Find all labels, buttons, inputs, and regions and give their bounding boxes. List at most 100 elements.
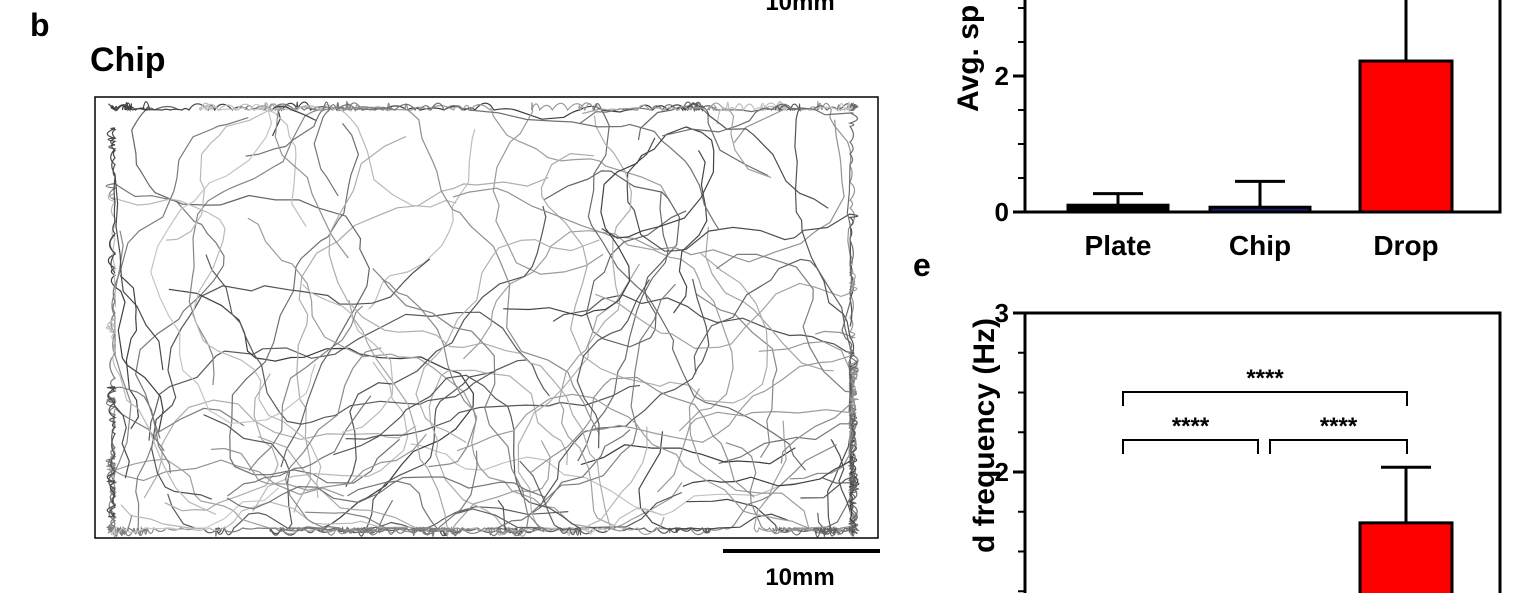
trajectory — [676, 103, 829, 209]
y-tick-label: 2 — [995, 61, 1009, 91]
trajectory — [245, 101, 720, 231]
trajectory — [814, 512, 860, 538]
trajectory — [693, 258, 860, 491]
trajectory — [415, 238, 600, 444]
trajectory — [106, 407, 245, 537]
trajectory — [356, 371, 510, 537]
trajectory — [410, 443, 802, 516]
trajectory — [131, 105, 370, 468]
trajectory — [780, 367, 859, 480]
trajectory — [725, 442, 842, 536]
trajectory — [165, 104, 457, 241]
trajectory — [488, 283, 676, 537]
y-axis-label: Avg. sp — [952, 5, 985, 112]
trajectory — [595, 271, 858, 350]
trajectory — [148, 311, 550, 441]
trajectory — [107, 234, 164, 433]
trajectory — [456, 393, 828, 529]
trajectory — [733, 100, 856, 339]
trajectory — [454, 460, 582, 536]
trajectory — [462, 230, 734, 432]
bar — [1358, 521, 1454, 593]
x-tick-label: Chip — [1229, 230, 1291, 261]
trajectory — [198, 102, 307, 227]
top-scale-bar-label: 10mm — [765, 0, 834, 16]
trajectory — [638, 431, 788, 530]
significance-bracket — [1269, 439, 1408, 454]
trajectory — [529, 376, 755, 498]
trajectory — [563, 508, 657, 536]
bar — [1358, 59, 1454, 214]
trajectory — [544, 170, 687, 348]
trajectory — [107, 193, 322, 499]
bar — [1066, 203, 1170, 214]
scale-bar-label: 10mm — [765, 564, 834, 591]
panel-label: c — [45, 585, 63, 593]
y-tick-label: 2 — [995, 457, 1009, 487]
trajectory — [580, 444, 796, 466]
trajectory — [110, 487, 279, 537]
trajectory — [539, 278, 710, 508]
panel-label: b — [30, 7, 50, 43]
trajectory — [211, 433, 427, 491]
trajectory — [119, 275, 140, 430]
trajectory — [120, 426, 648, 536]
trajectory — [143, 399, 416, 499]
trajectory — [558, 263, 665, 536]
trajectory — [587, 103, 806, 471]
trajectory — [517, 115, 633, 529]
trajectory — [333, 374, 683, 529]
trajectory — [705, 226, 834, 372]
trajectory — [381, 278, 477, 468]
trajectory — [716, 101, 854, 125]
panel-title: Chip — [90, 41, 166, 79]
y-tick-label: 3 — [995, 298, 1009, 328]
significance-label: **** — [1246, 365, 1284, 392]
x-tick-label: Drop — [1373, 230, 1438, 261]
trajectory — [656, 398, 859, 493]
trajectory — [105, 317, 217, 515]
trajectory — [150, 102, 316, 424]
trajectory — [109, 117, 249, 474]
trajectory — [106, 127, 164, 371]
trajectory — [252, 361, 409, 512]
trajectory — [718, 423, 858, 536]
significance-label: **** — [1320, 413, 1358, 440]
trajectory-image — [105, 100, 860, 538]
trajectory — [264, 102, 671, 202]
trajectory — [552, 294, 859, 532]
trajectory — [150, 258, 431, 500]
trajectory — [105, 182, 225, 439]
y-tick-label: 0 — [995, 197, 1009, 227]
trajectory — [106, 386, 130, 518]
trajectory — [247, 217, 683, 530]
trajectory — [368, 129, 476, 310]
trajectory — [188, 100, 393, 386]
trajectory — [227, 395, 372, 497]
trajectory — [662, 103, 858, 370]
image-frame — [94, 96, 879, 539]
trajectory — [164, 373, 279, 512]
bar — [1208, 205, 1312, 214]
y-axis-label: d frequency (Hz) — [968, 318, 1001, 553]
trajectory — [716, 253, 858, 449]
trajectory — [492, 102, 604, 275]
trajectory — [577, 192, 669, 462]
trajectory — [226, 476, 545, 510]
trajectory — [345, 384, 640, 440]
trajectory — [280, 450, 478, 538]
trajectory — [108, 101, 317, 122]
trajectory — [576, 279, 650, 449]
trajectory — [695, 293, 778, 459]
significance-label: **** — [1172, 413, 1210, 440]
trajectory — [328, 136, 625, 532]
trajectory — [168, 288, 475, 530]
trajectory — [658, 444, 837, 536]
significance-bracket — [1122, 391, 1408, 406]
trajectory — [257, 300, 449, 537]
trajectory — [302, 284, 394, 433]
trajectory — [626, 137, 859, 327]
trajectory — [582, 102, 772, 179]
